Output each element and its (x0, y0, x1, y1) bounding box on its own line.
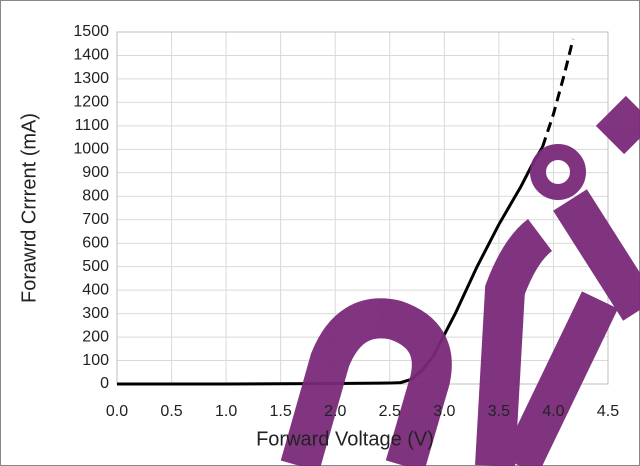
x-tick-label: 0.0 (106, 403, 128, 420)
x-tick-label: 4.5 (597, 403, 619, 420)
y-tick-label: 900 (82, 164, 109, 181)
y-tick-label: 800 (82, 187, 109, 204)
y-tick-label: 200 (82, 328, 109, 345)
x-tick-label: 4.0 (542, 403, 564, 420)
y-axis-title: Forawrd Crrrent (mA) (18, 113, 40, 303)
y-tick-label: 1500 (73, 23, 109, 40)
watermark-dot (550, 164, 566, 180)
x-tick-label: 1.5 (270, 403, 292, 420)
x-tick-label: 3.0 (433, 403, 455, 420)
y-tick-label: 400 (82, 281, 109, 298)
y-tick-label: 600 (82, 234, 109, 251)
y-tick-label: 300 (82, 305, 109, 322)
x-tick-label: 1.0 (215, 403, 237, 420)
y-tick-label: 100 (82, 352, 109, 369)
x-tick-label: 3.5 (488, 403, 510, 420)
x-tick-label: 2.0 (324, 403, 346, 420)
x-tick-label: 2.5 (379, 403, 401, 420)
y-tick-label: 0 (100, 375, 109, 392)
y-tick-label: 1100 (75, 117, 110, 134)
y-tick-label: 1200 (73, 94, 109, 111)
y-tick-label: 1000 (73, 141, 109, 158)
x-tick-label: 0.5 (160, 403, 182, 420)
y-tick-label: 700 (82, 211, 109, 228)
y-tick-label: 1400 (73, 47, 109, 64)
x-axis-title: Forward Voltage (V) (256, 428, 434, 450)
chart: Forward Voltage (V) Forawrd Crrrent (mA)… (0, 0, 640, 466)
y-tick-label: 1300 (73, 70, 109, 87)
y-tick-label: 500 (82, 258, 109, 275)
watermark-stroke (610, 110, 640, 140)
